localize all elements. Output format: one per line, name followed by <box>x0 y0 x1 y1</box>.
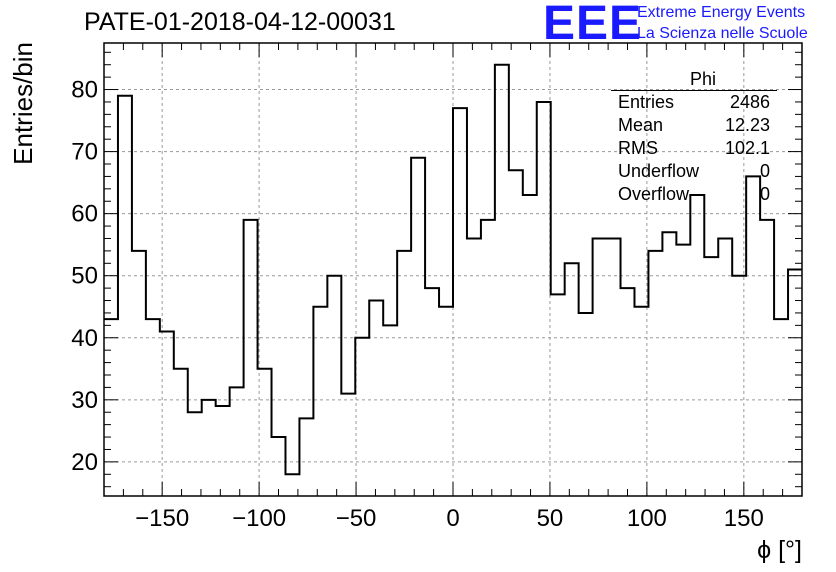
stats-row-label: Overflow <box>618 184 690 204</box>
histogram-bin <box>397 251 411 496</box>
histogram-bin <box>774 319 788 496</box>
histogram-bin <box>244 220 258 496</box>
stats-row-rms: RMS 102.1 <box>608 137 778 160</box>
histogram-bin <box>704 257 718 496</box>
histogram-bin <box>760 220 774 496</box>
histogram-bin <box>299 418 313 496</box>
y-tick-label: 30 <box>71 387 98 414</box>
histogram-bin <box>188 412 202 496</box>
histogram-bin <box>272 437 286 496</box>
stats-box-rows: Entries 2486 Mean 12.23 RMS 102.1 Underflow 0 Ov… <box>608 91 778 206</box>
histogram-bin <box>118 96 132 496</box>
y-tick-label: 70 <box>71 139 98 166</box>
histogram-bin <box>621 288 635 496</box>
histogram-bin <box>551 294 565 496</box>
histogram-bin <box>509 170 523 496</box>
x-tick-label: −100 <box>232 505 286 532</box>
histogram-bin <box>537 102 551 496</box>
histogram-bin <box>607 238 621 496</box>
histogram-bin <box>718 238 732 496</box>
y-tick-label: 60 <box>71 201 98 228</box>
histogram-bin <box>439 307 453 496</box>
histogram-bin <box>634 307 648 496</box>
histogram-bin <box>104 319 118 496</box>
x-tick-label: 100 <box>627 505 667 532</box>
y-tick-label: 80 <box>71 77 98 104</box>
histogram-bin <box>523 195 537 496</box>
histogram-bin <box>327 276 341 496</box>
histogram-bin <box>593 238 607 496</box>
histogram-bin <box>676 245 690 496</box>
histogram-bin <box>146 319 160 496</box>
histogram-bin <box>341 394 355 496</box>
histogram-bin <box>132 251 146 496</box>
histogram-bin <box>648 251 662 496</box>
y-tick-label: 40 <box>71 325 98 352</box>
x-tick-label: −50 <box>336 505 377 532</box>
stats-box-name: Phi <box>689 69 716 89</box>
histogram-bin <box>369 301 383 496</box>
histogram-bin <box>425 288 439 496</box>
histogram-bin <box>579 313 593 496</box>
y-tick-label: 20 <box>71 449 98 476</box>
histogram-bin <box>174 369 188 496</box>
histogram-bin <box>258 369 272 496</box>
title: PATE-01-2018-04-12-00031 <box>84 8 396 36</box>
histogram-bin <box>495 65 509 496</box>
eee-logo-mark: EEE <box>543 0 643 50</box>
y-axis-label: Entries/bin <box>8 42 38 165</box>
stats-row-overflow: Overflow 0 <box>608 183 778 206</box>
x-tick-label: 50 <box>537 505 564 532</box>
stats-row-value: 12.23 <box>724 115 770 135</box>
stats-row-mean: Mean 12.23 <box>608 114 778 137</box>
histogram-bin <box>481 220 495 496</box>
histogram-bin <box>230 387 244 496</box>
stats-row-value: 102.1 <box>724 138 770 158</box>
x-tick-label: 150 <box>724 505 764 532</box>
histogram-bin <box>453 108 467 496</box>
stats-row-label: RMS <box>618 138 658 158</box>
histogram-bin <box>690 195 704 496</box>
stats-box-rule <box>611 90 777 91</box>
stats-row-label: Underflow <box>618 161 700 181</box>
stats-row-underflow: Underflow 0 <box>608 160 778 183</box>
histogram-bin <box>285 474 299 496</box>
histogram-bin <box>216 406 230 496</box>
histogram-bin <box>565 263 579 496</box>
histogram-bin <box>383 325 397 496</box>
histogram-series <box>104 63 802 476</box>
stats-row-entries: Entries 2486 <box>608 91 778 114</box>
eee-logo-line2: La Scienza nelle Scuole <box>637 25 808 42</box>
x-axis-label: ϕ [°] <box>757 536 802 564</box>
histogram-bin <box>732 276 746 496</box>
histogram-bin <box>355 338 369 496</box>
stats-row-label: Entries <box>618 92 675 112</box>
histogram-bin <box>467 238 481 496</box>
y-tick-label: 50 <box>71 263 98 290</box>
histogram-bin <box>746 176 760 496</box>
histogram-bin <box>662 232 676 496</box>
histogram-bin <box>160 332 174 496</box>
stats-row-value: 2486 <box>729 92 770 112</box>
stats-row-label: Mean <box>618 115 664 135</box>
histogram-bin <box>313 307 327 496</box>
histogram-bin <box>202 400 216 496</box>
stats-box: Phi Entries 2486 Mean 12.23 RMS 102.1 Underflo… <box>608 68 778 206</box>
x-tick-label: 0 <box>446 505 459 532</box>
stats-row-value: 0 <box>759 184 770 204</box>
histogram-bin <box>411 158 425 496</box>
x-tick-label: −150 <box>135 505 189 532</box>
eee-logo-line1: Extreme Energy Events <box>637 4 806 21</box>
stats-row-value: 0 <box>759 161 770 181</box>
